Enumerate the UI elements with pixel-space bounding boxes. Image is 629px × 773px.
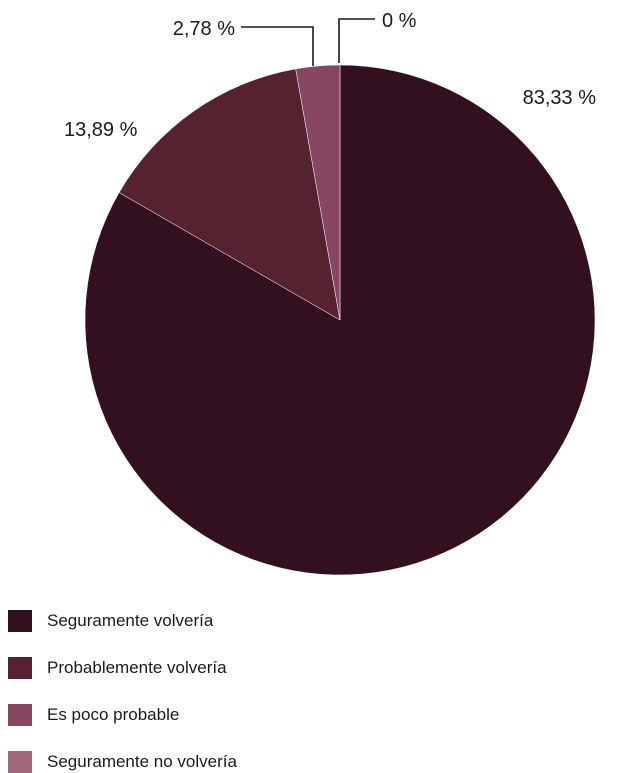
legend-swatch-probablemente-volveria bbox=[8, 657, 32, 679]
legend-label-es-poco-probable: Es poco probable bbox=[47, 705, 179, 724]
data-labels: 83,33 % 13,89 % 2,78 % 0 % bbox=[64, 10, 596, 141]
pie-slice-es-poco-probable bbox=[295, 64, 341, 321]
data-label-es-poco-probable: 2,78 % bbox=[173, 18, 235, 40]
data-label-probablemente-volveria: 13,89 % bbox=[64, 119, 138, 141]
legend-swatch-seguramente-no-volveria bbox=[8, 751, 32, 773]
legend-label-seguramente-no-volveria: Seguramente no volvería bbox=[47, 752, 237, 771]
legend: Seguramente volvería Probablemente volver… bbox=[8, 610, 237, 773]
data-label-seguramente-volveria: 83,33 % bbox=[523, 87, 597, 109]
legend-label-seguramente-volveria: Seguramente volvería bbox=[47, 611, 214, 630]
legend-label-probablemente-volveria: Probablemente volvería bbox=[47, 658, 227, 677]
legend-swatch-seguramente-volveria bbox=[8, 610, 32, 632]
pie-slices bbox=[84, 64, 596, 576]
pie-slice-probablemente-volveria bbox=[118, 68, 341, 321]
leader-lines bbox=[241, 18, 375, 66]
leader-line-es-poco-probable bbox=[241, 26, 314, 66]
data-label-seguramente-no-volveria: 0 % bbox=[382, 10, 417, 32]
legend-swatch-es-poco-probable bbox=[8, 704, 32, 726]
leader-line-seguramente-no-volveria bbox=[338, 18, 375, 63]
pie-slice-seguramente-volveria bbox=[84, 64, 596, 576]
